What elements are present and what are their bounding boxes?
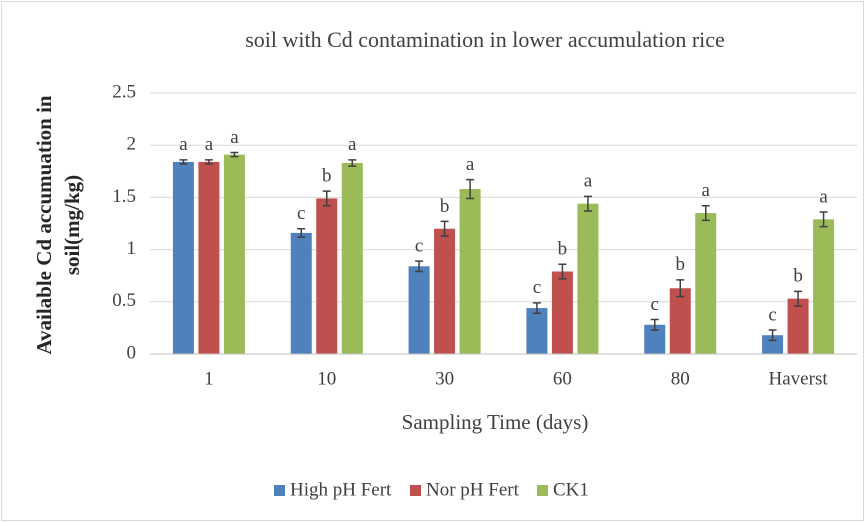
bar xyxy=(316,198,338,354)
y-tick-label: 1 xyxy=(127,238,137,259)
error-bar xyxy=(297,227,306,238)
bar xyxy=(526,308,548,354)
data-label: a xyxy=(348,134,357,155)
error-bar xyxy=(768,329,777,342)
error-bar xyxy=(532,302,541,315)
data-label: b xyxy=(440,196,450,217)
data-label: c xyxy=(297,203,305,224)
y-axis-label: soil(mg/kg) xyxy=(60,175,84,275)
y-tick-label: 0.5 xyxy=(112,290,136,311)
error-bar xyxy=(348,159,357,167)
data-label: a xyxy=(466,154,475,175)
legend-swatch xyxy=(274,485,285,496)
data-label: b xyxy=(676,254,686,275)
x-axis-label: Sampling Time (days) xyxy=(402,410,589,434)
error-bar xyxy=(794,290,803,307)
bar xyxy=(290,232,312,354)
legend-label: High pH Fert xyxy=(290,479,392,500)
data-label: a xyxy=(179,134,188,155)
data-label: a xyxy=(205,134,214,155)
error-bar xyxy=(558,263,567,280)
y-tick-label: 1.5 xyxy=(112,186,136,207)
data-label: a xyxy=(584,171,593,192)
chart-title: soil with Cd contamination in lower accu… xyxy=(245,27,725,52)
bar xyxy=(669,288,691,354)
data-label: b xyxy=(322,165,332,186)
bar xyxy=(577,203,599,354)
x-tick-label: 30 xyxy=(435,368,454,389)
bar xyxy=(172,161,194,354)
y-axis-label: Available Cd accumuation in xyxy=(32,95,56,355)
error-bar xyxy=(466,178,475,200)
data-label: c xyxy=(415,235,423,256)
x-tick-label: 60 xyxy=(553,368,572,389)
data-label: c xyxy=(768,304,776,325)
bar xyxy=(198,161,220,354)
bar xyxy=(223,154,245,354)
bar xyxy=(813,219,835,354)
x-tick-label: 80 xyxy=(671,368,690,389)
data-label: a xyxy=(230,127,239,148)
legend-label: CK1 xyxy=(553,479,589,500)
y-tick-label: 2.5 xyxy=(112,81,136,102)
bar xyxy=(695,213,717,354)
data-label: b xyxy=(558,239,568,260)
x-tick-label: 1 xyxy=(204,368,214,389)
error-bar xyxy=(415,260,424,273)
legend-swatch xyxy=(537,485,548,496)
y-tick-label: 2 xyxy=(127,134,137,155)
error-bar xyxy=(440,220,449,237)
bar xyxy=(408,266,430,354)
legend-label: Nor pH Fert xyxy=(426,479,520,500)
bar xyxy=(341,162,363,354)
error-bar xyxy=(676,279,685,298)
error-bar xyxy=(701,205,710,222)
error-bar xyxy=(179,159,188,165)
data-label: c xyxy=(533,277,541,298)
error-bar xyxy=(204,159,213,165)
legend-swatch xyxy=(410,485,421,496)
bar xyxy=(551,271,573,354)
error-bar xyxy=(322,190,331,207)
bar xyxy=(762,335,784,354)
bar xyxy=(644,324,666,354)
error-bar xyxy=(819,211,828,228)
data-label: c xyxy=(651,294,659,315)
data-label: a xyxy=(702,180,711,201)
x-tick-label: 10 xyxy=(317,368,336,389)
bar xyxy=(459,189,481,354)
error-bar xyxy=(583,195,592,212)
error-bar xyxy=(650,318,659,331)
bar xyxy=(434,228,456,354)
error-bar xyxy=(230,151,239,158)
x-tick-label: Haverst xyxy=(769,368,829,389)
data-label: a xyxy=(819,186,828,207)
bar xyxy=(787,298,809,354)
data-label: b xyxy=(793,266,803,287)
y-tick-label: 0 xyxy=(127,342,137,363)
